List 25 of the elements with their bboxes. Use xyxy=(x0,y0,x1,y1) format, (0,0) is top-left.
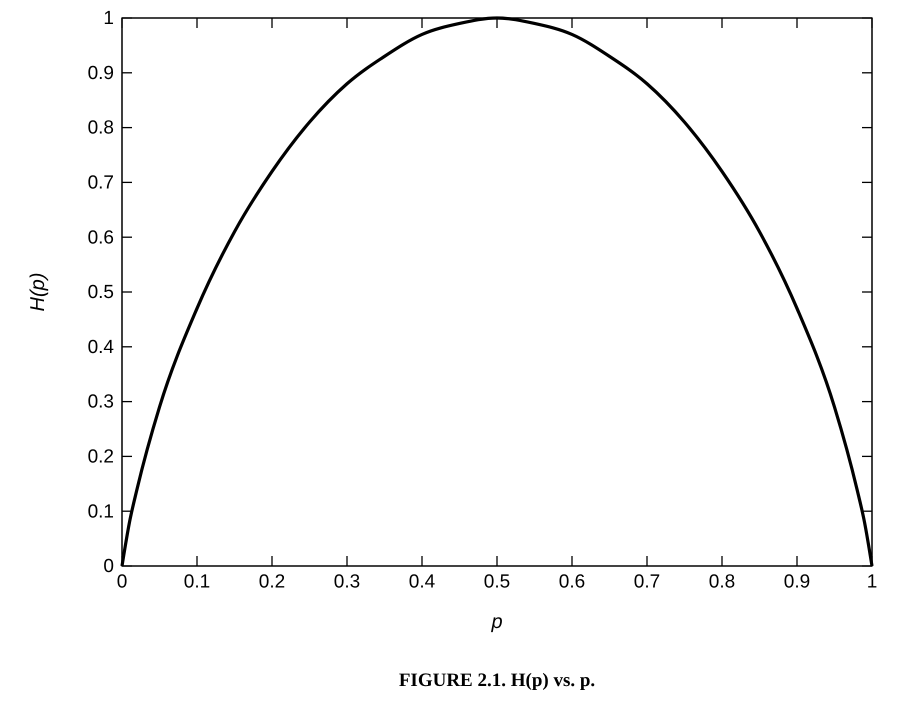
x-tick-label: 0.3 xyxy=(334,571,360,592)
y-tick-label: 0.3 xyxy=(88,392,114,413)
x-tick-label: 0.8 xyxy=(708,571,736,592)
y-tick-label: 0.2 xyxy=(88,446,114,468)
y-tick-label: 0.5 xyxy=(88,282,114,304)
y-tick-label: 0.4 xyxy=(88,336,114,358)
x-tick-label: 0.5 xyxy=(484,571,510,592)
y-tick-label: 0.9 xyxy=(88,62,114,84)
x-axis-title: p xyxy=(490,611,503,633)
x-tick-label: 0.9 xyxy=(784,571,810,592)
y-tick-label: 0 xyxy=(103,556,114,578)
y-tick-label: 0.8 xyxy=(88,118,114,139)
x-tick-label: 0.6 xyxy=(558,571,586,592)
y-tick-label: 0.1 xyxy=(88,501,114,522)
y-axis-title: H(p) xyxy=(27,272,49,312)
x-tick-label: 0.1 xyxy=(184,571,210,592)
x-tick-label: 1 xyxy=(866,571,878,592)
x-tick-label: 0 xyxy=(116,571,128,592)
y-tick-label: 0.6 xyxy=(88,227,114,248)
x-tick-label: 0.4 xyxy=(408,571,436,592)
caption: FIGURE 2.1. H(p) vs. p. xyxy=(398,670,596,691)
y-tick-label: 1 xyxy=(103,8,114,30)
x-tick-label: 0.2 xyxy=(258,571,286,592)
y-tick-label: 0.7 xyxy=(88,172,114,194)
x-tick-label: 0.7 xyxy=(634,571,660,592)
